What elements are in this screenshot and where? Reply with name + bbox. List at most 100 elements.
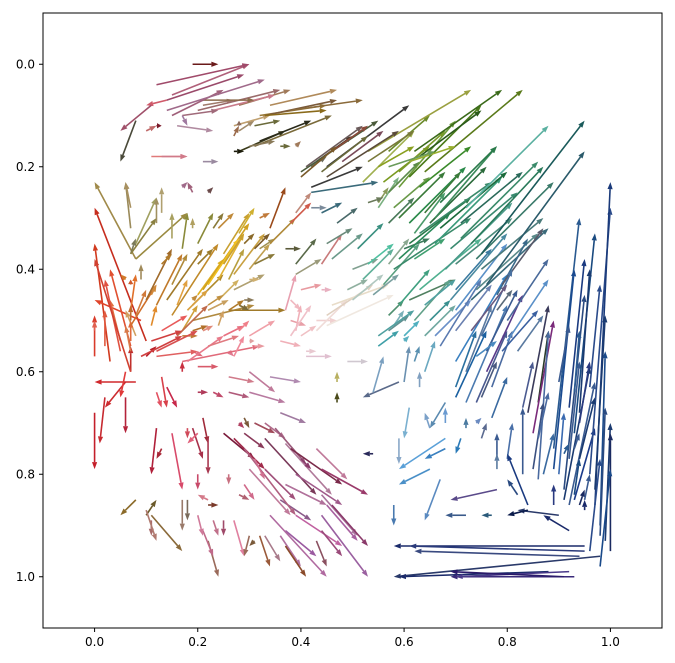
- arrow-shaft: [599, 476, 611, 567]
- arrow-shaft: [465, 311, 490, 373]
- arrow-head: [183, 212, 190, 221]
- quiver-arrow: [269, 376, 301, 384]
- arrow-head: [91, 315, 98, 323]
- arrow-head: [508, 423, 514, 431]
- arrow-head: [439, 192, 446, 200]
- arrow-shaft: [253, 458, 263, 474]
- quiver-arrow: [284, 530, 317, 557]
- arrow-head: [563, 443, 570, 451]
- quiver-arrow: [191, 427, 204, 459]
- quiver-arrow: [197, 89, 281, 112]
- quiver-arrow: [573, 433, 580, 449]
- quiver-arrow: [166, 74, 245, 101]
- arrow-head: [151, 284, 157, 293]
- arrow-shaft: [513, 509, 529, 515]
- arrow-shaft: [573, 465, 580, 495]
- arrow-shaft: [124, 499, 137, 511]
- quiver-arrow: [578, 489, 585, 506]
- arrow-shaft: [548, 518, 570, 532]
- arrows-layer: [91, 61, 614, 580]
- quiver-arrow: [248, 468, 291, 516]
- arrow-shaft: [388, 165, 416, 193]
- arrow-head: [304, 462, 312, 470]
- arrow-head: [438, 238, 446, 245]
- quiver-arrow: [208, 502, 219, 508]
- quiver-arrow: [197, 248, 214, 265]
- quiver-arrow: [377, 310, 415, 337]
- arrow-shaft: [150, 514, 179, 547]
- arrow-head: [141, 289, 147, 298]
- arrow-head: [579, 489, 585, 498]
- quiver-arrow: [568, 361, 582, 459]
- quiver-arrow: [336, 207, 358, 224]
- arrow-head: [138, 264, 144, 272]
- quiver-arrow: [128, 305, 134, 321]
- arrow-shaft: [202, 328, 208, 332]
- arrow-head: [267, 139, 276, 146]
- arrow-shaft: [150, 311, 156, 326]
- arrow-head: [474, 417, 482, 425]
- quiver-arrow: [184, 428, 191, 439]
- arrow-shaft: [202, 530, 212, 551]
- arrow-shaft: [455, 289, 489, 332]
- arrow-head: [132, 274, 138, 282]
- arrow-head: [398, 310, 405, 318]
- arrow-head: [455, 573, 463, 580]
- quiver-arrow: [424, 447, 446, 459]
- arrow-head: [329, 99, 338, 105]
- quiver-arrow: [237, 421, 245, 429]
- arrow-head: [474, 238, 482, 245]
- quiver-arrow: [516, 315, 544, 352]
- quiver-arrow: [311, 180, 379, 194]
- arrow-shaft: [238, 324, 245, 332]
- quiver-arrow: [289, 305, 312, 337]
- arrow-head: [423, 269, 430, 277]
- arrow-shaft: [264, 422, 281, 435]
- quiver-arrow: [455, 284, 492, 332]
- arrow-head: [576, 330, 582, 338]
- quiver-arrow: [280, 143, 291, 149]
- arrow-head: [180, 212, 188, 220]
- arrow-shaft: [357, 227, 380, 250]
- quiver-arrow: [228, 300, 245, 311]
- arrow-head: [149, 467, 155, 475]
- arrow-head: [156, 400, 162, 408]
- arrow-shaft: [388, 304, 400, 316]
- arrow-shaft: [181, 186, 184, 188]
- quiver-arrow: [207, 294, 224, 306]
- arrow-head: [247, 233, 255, 241]
- quiver-arrow: [414, 548, 580, 558]
- arrow-shaft: [295, 473, 337, 502]
- arrow-shaft: [496, 244, 526, 296]
- quiver-arrow: [480, 423, 487, 439]
- arrow-head: [171, 400, 178, 408]
- arrow-head: [507, 479, 514, 487]
- quiver-arrow: [155, 391, 162, 408]
- arrow-head: [531, 233, 539, 241]
- quiver-arrow: [187, 182, 194, 193]
- quiver-arrow: [192, 304, 255, 322]
- arrow-head: [314, 283, 322, 289]
- quiver-arrow: [331, 504, 368, 546]
- arrow-head: [507, 453, 513, 462]
- arrow-head: [536, 218, 544, 225]
- arrow-head: [391, 274, 399, 281]
- arrow-shaft: [405, 570, 549, 578]
- arrow-head: [386, 243, 394, 251]
- arrow-head: [450, 569, 458, 575]
- arrow-head: [407, 146, 415, 152]
- arrow-head: [296, 305, 303, 313]
- arrow-head: [438, 171, 446, 179]
- arrow-shaft: [264, 110, 320, 117]
- quiver-arrow: [398, 468, 431, 485]
- arrow-shaft: [207, 302, 223, 311]
- quiver-arrow: [424, 89, 523, 173]
- quiver-arrow: [264, 437, 317, 495]
- arrow-head: [438, 130, 446, 138]
- arrow-head: [500, 284, 508, 292]
- arrow-shaft: [248, 371, 271, 389]
- arrow-shaft: [475, 186, 550, 260]
- arrow-head: [97, 436, 104, 444]
- quiver-arrow: [135, 289, 147, 316]
- arrow-shaft: [320, 238, 339, 265]
